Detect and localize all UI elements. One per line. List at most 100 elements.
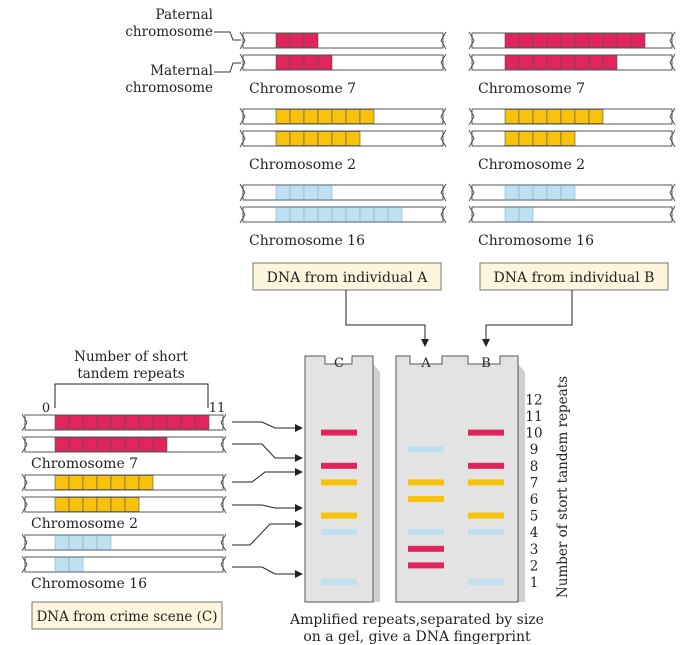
bracket-label-line2: tandem repeats	[77, 366, 184, 382]
tandem-repeat	[54, 535, 70, 550]
tandem-repeat	[96, 415, 112, 430]
crime-scene-chr0-maternal	[21, 435, 227, 454]
gel-lane-label: B	[481, 356, 491, 371]
tandem-repeat	[546, 131, 562, 146]
connector-chr7-paternal	[232, 421, 303, 432]
tandem-repeat	[68, 557, 84, 572]
tandem-repeat	[532, 131, 548, 146]
tandem-repeat	[275, 207, 291, 222]
tandem-repeat	[331, 207, 347, 222]
individual-a-chr0-maternal	[239, 53, 447, 72]
scale-number: 7	[530, 475, 539, 491]
tandem-repeat	[331, 109, 347, 124]
connector-chr2-maternal	[232, 504, 303, 512]
tandem-repeat	[518, 33, 534, 48]
crime-scene-box-label: DNA from crime scene (C)	[36, 609, 217, 625]
tandem-repeat	[518, 207, 534, 222]
tandem-repeat	[504, 185, 520, 200]
tandem-repeat	[518, 131, 534, 146]
tandem-repeat	[303, 185, 319, 200]
scale-number: 12	[525, 392, 542, 408]
crime-scene-chr2-maternal	[21, 555, 227, 574]
tandem-repeat	[68, 535, 84, 550]
tandem-repeat	[54, 497, 70, 512]
tandem-repeat	[317, 109, 333, 124]
individual-a-chr1-maternal	[239, 129, 447, 148]
tandem-repeat	[532, 33, 548, 48]
scale-number: 1	[530, 575, 539, 591]
crime-scene-chr0-paternal	[21, 413, 227, 432]
tandem-repeat	[289, 207, 305, 222]
crime-scene-chromosomes: Chromosome 7 Chromosome 2 Chromosome 16	[21, 413, 227, 592]
tandem-repeat	[504, 109, 520, 124]
tandem-repeat	[82, 475, 98, 490]
tandem-repeat	[560, 185, 576, 200]
gel-band-lane-b	[468, 529, 504, 536]
tandem-repeat	[289, 109, 305, 124]
tandem-repeat	[303, 55, 319, 70]
gel-band-lane-a	[408, 479, 444, 486]
gel-band-lane-b	[468, 462, 504, 469]
gel-lane-label: A	[420, 356, 431, 371]
tandem-repeat	[54, 437, 70, 452]
tandem-repeat	[289, 185, 305, 200]
gel-block-c	[304, 355, 374, 603]
tandem-repeat	[359, 109, 375, 124]
arrow-b-to-gel	[482, 290, 573, 347]
crime-scene-box: DNA from crime scene (C)	[31, 601, 223, 630]
paternal-label-line2: chromosome	[125, 24, 213, 40]
tandem-repeat	[504, 33, 520, 48]
tandem-repeat	[124, 475, 140, 490]
individual-b-box-label: DNA from individual B	[494, 270, 655, 286]
gel-caption-line2: on a gel, give a DNA fingerprint	[303, 629, 531, 645]
arrow-a-to-gel	[345, 290, 429, 347]
scale-number: 6	[530, 492, 539, 508]
bracket-label-line1: Number of short	[74, 349, 188, 365]
scale-number: 11	[525, 409, 542, 425]
gel-band-lane-c	[321, 462, 357, 469]
maternal-label-line2: chromosome	[125, 80, 213, 96]
maternal-pointer-line	[214, 62, 241, 73]
scale-start-label: 0	[42, 401, 50, 416]
tandem-repeat	[546, 185, 562, 200]
tandem-repeat	[303, 131, 319, 146]
tandem-repeat	[504, 207, 520, 222]
individual-b-chr0-paternal	[468, 31, 676, 50]
tandem-repeat	[616, 33, 632, 48]
tandem-repeat	[518, 55, 534, 70]
individual-b-chr2-maternal	[468, 205, 676, 224]
tandem-repeat	[96, 437, 112, 452]
connector-chr16-maternal	[232, 566, 303, 578]
paternal-label-line1: Paternal	[156, 7, 213, 23]
tandem-repeat	[630, 33, 646, 48]
tandem-repeat	[560, 131, 576, 146]
gel-block-ab	[395, 355, 519, 603]
tandem-repeat	[359, 207, 375, 222]
scale-end-label: 11	[209, 401, 226, 416]
scale-number: 10	[525, 426, 542, 442]
gel-band-lane-c	[321, 479, 357, 486]
connector-chr2-paternal	[232, 468, 303, 483]
tandem-repeat	[345, 109, 361, 124]
individual-a-chr2-paternal	[239, 183, 447, 202]
individual-b-chromosome-label: Chromosome 2	[478, 157, 585, 173]
individual-a-box: DNA from individual A	[252, 262, 442, 291]
individual-b-chromosome-label: Chromosome 16	[478, 233, 594, 249]
tandem-repeat	[54, 557, 70, 572]
tandem-repeat	[166, 415, 182, 430]
gel-bands	[321, 429, 504, 585]
tandem-repeat	[373, 207, 389, 222]
gel-band-lane-a	[408, 529, 444, 536]
individual-b-box: DNA from individual B	[479, 262, 669, 291]
tandem-repeat	[275, 185, 291, 200]
individual-b-chr1-paternal	[468, 107, 676, 126]
scale-number: 4	[530, 525, 539, 541]
tandem-repeat	[124, 437, 140, 452]
crime-scene-chromosome-label: Chromosome 7	[31, 456, 138, 472]
tandem-repeat	[96, 535, 112, 550]
tandem-repeat	[110, 415, 126, 430]
individual-b-chromosome-label: Chromosome 7	[478, 81, 585, 97]
